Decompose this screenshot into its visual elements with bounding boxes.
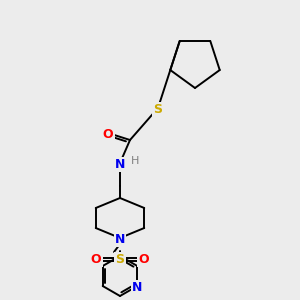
- Text: O: O: [139, 253, 149, 266]
- Text: O: O: [91, 253, 101, 266]
- Text: N: N: [132, 281, 142, 294]
- Text: O: O: [103, 128, 113, 141]
- Text: S: S: [116, 253, 124, 266]
- Text: N: N: [115, 158, 125, 171]
- Text: N: N: [115, 233, 125, 246]
- Text: H: H: [131, 156, 139, 166]
- Text: S: S: [154, 103, 163, 116]
